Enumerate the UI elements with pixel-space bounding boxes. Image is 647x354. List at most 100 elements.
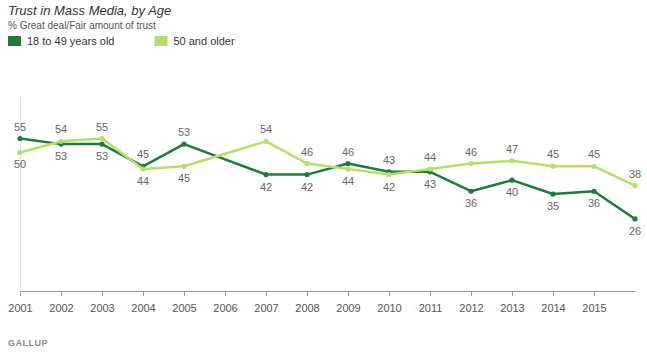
data-label: 45 — [137, 148, 149, 160]
data-label: 44 — [137, 175, 149, 187]
data-label: 45 — [547, 148, 559, 160]
x-tick: 2005 — [172, 291, 196, 314]
x-tick-label: 2014 — [541, 302, 565, 314]
data-label: 47 — [506, 143, 518, 155]
x-tick-mark — [471, 291, 472, 296]
data-label: 43 — [383, 154, 395, 166]
data-label: 43 — [424, 178, 436, 190]
data-label: 42 — [301, 181, 313, 193]
series-point — [509, 178, 514, 183]
data-label: 53 — [178, 126, 190, 138]
x-tick-mark — [307, 291, 308, 296]
x-tick: 2007 — [254, 291, 278, 314]
series-point — [468, 189, 473, 194]
data-label: 54 — [55, 123, 67, 135]
series-point — [263, 139, 268, 144]
x-tick-label: 2002 — [49, 302, 73, 314]
data-label: 36 — [465, 197, 477, 209]
series-line — [20, 139, 635, 219]
legend-swatch — [154, 36, 167, 46]
series-point — [17, 150, 22, 155]
data-label: 46 — [465, 146, 477, 158]
subtitle: % Great deal/Fair amount of trust — [8, 20, 156, 31]
x-tick-mark — [389, 291, 390, 296]
data-label: 38 — [629, 168, 641, 180]
series-point — [99, 142, 104, 147]
x-tick-mark — [553, 291, 554, 296]
series-point — [345, 166, 350, 171]
source: GALLUP — [8, 338, 48, 348]
x-tick-label: 2004 — [131, 302, 155, 314]
x-axis: 2001 2002 2003 2004 2005 2006 2007 2008 2009 2010… — [8, 291, 635, 314]
data-label: 35 — [547, 200, 559, 212]
x-tick: 2011 — [419, 291, 443, 314]
data-label: 55 — [96, 121, 108, 133]
x-axis-line — [21, 291, 636, 292]
data-label: 53 — [96, 150, 108, 162]
x-tick: 2010 — [377, 291, 401, 314]
data-label: 44 — [342, 175, 354, 187]
series-point — [58, 139, 63, 144]
x-tick-label: 2015 — [582, 302, 606, 314]
data-label: 45 — [178, 172, 190, 184]
chart: Trust in Mass Media, by Age % Great deal/… — [0, 0, 647, 354]
x-tick: 2013 — [500, 291, 524, 314]
series-point — [550, 164, 555, 169]
series-point — [140, 166, 145, 171]
x-tick-label: 2003 — [90, 302, 114, 314]
x-tick-label: 2007 — [254, 302, 278, 314]
series-point — [181, 142, 186, 147]
x-tick-mark — [61, 291, 62, 296]
data-label: 46 — [301, 146, 313, 158]
x-tick-mark — [266, 291, 267, 296]
series-point — [304, 172, 309, 177]
data-label: 46 — [342, 146, 354, 158]
x-tick-label: 2010 — [377, 302, 401, 314]
x-tick-mark — [225, 291, 226, 296]
x-tick: 2002 — [49, 291, 73, 314]
series-point — [181, 164, 186, 169]
data-label: 44 — [424, 151, 436, 163]
data-label: 50 — [14, 158, 26, 170]
legend-item: 18 to 49 years old — [8, 35, 114, 47]
x-tick-label: 2001 — [8, 302, 32, 314]
x-tick-label: 2012 — [459, 302, 483, 314]
data-label: 42 — [383, 181, 395, 193]
series-point — [345, 161, 350, 166]
x-tick-mark — [594, 291, 595, 296]
series-point — [427, 166, 432, 171]
x-tick-mark — [348, 291, 349, 296]
x-tick-label: 2008 — [295, 302, 319, 314]
x-tick-label: 2009 — [336, 302, 360, 314]
series-point — [550, 191, 555, 196]
data-label: 54 — [260, 123, 272, 135]
series-point — [509, 158, 514, 163]
legend-label: 50 and older — [173, 35, 234, 47]
x-tick-mark — [512, 291, 513, 296]
x-tick-label: 2005 — [172, 302, 196, 314]
x-tick: 2006 — [213, 291, 237, 314]
title: Trust in Mass Media, by Age — [8, 3, 171, 18]
series-point — [17, 136, 22, 141]
x-tick-mark — [184, 291, 185, 296]
data-label: 45 — [588, 148, 600, 160]
x-tick: 2009 — [336, 291, 360, 314]
series-line — [20, 139, 635, 186]
data-label: 53 — [55, 150, 67, 162]
series-point — [468, 161, 473, 166]
x-tick-mark — [430, 291, 431, 296]
series-point — [591, 164, 596, 169]
data-label: 40 — [506, 186, 518, 198]
data-label: 26 — [629, 225, 641, 237]
series-point — [591, 189, 596, 194]
series-point — [263, 172, 268, 177]
x-tick: 2015 — [582, 291, 606, 314]
x-tick-mark — [20, 291, 21, 296]
x-tick-label: 2006 — [213, 302, 237, 314]
x-tick-mark — [102, 291, 103, 296]
series-point — [386, 172, 391, 177]
series-point — [632, 183, 637, 188]
series-point — [99, 136, 104, 141]
data-label: 36 — [588, 197, 600, 209]
x-tick: 2012 — [459, 291, 483, 314]
